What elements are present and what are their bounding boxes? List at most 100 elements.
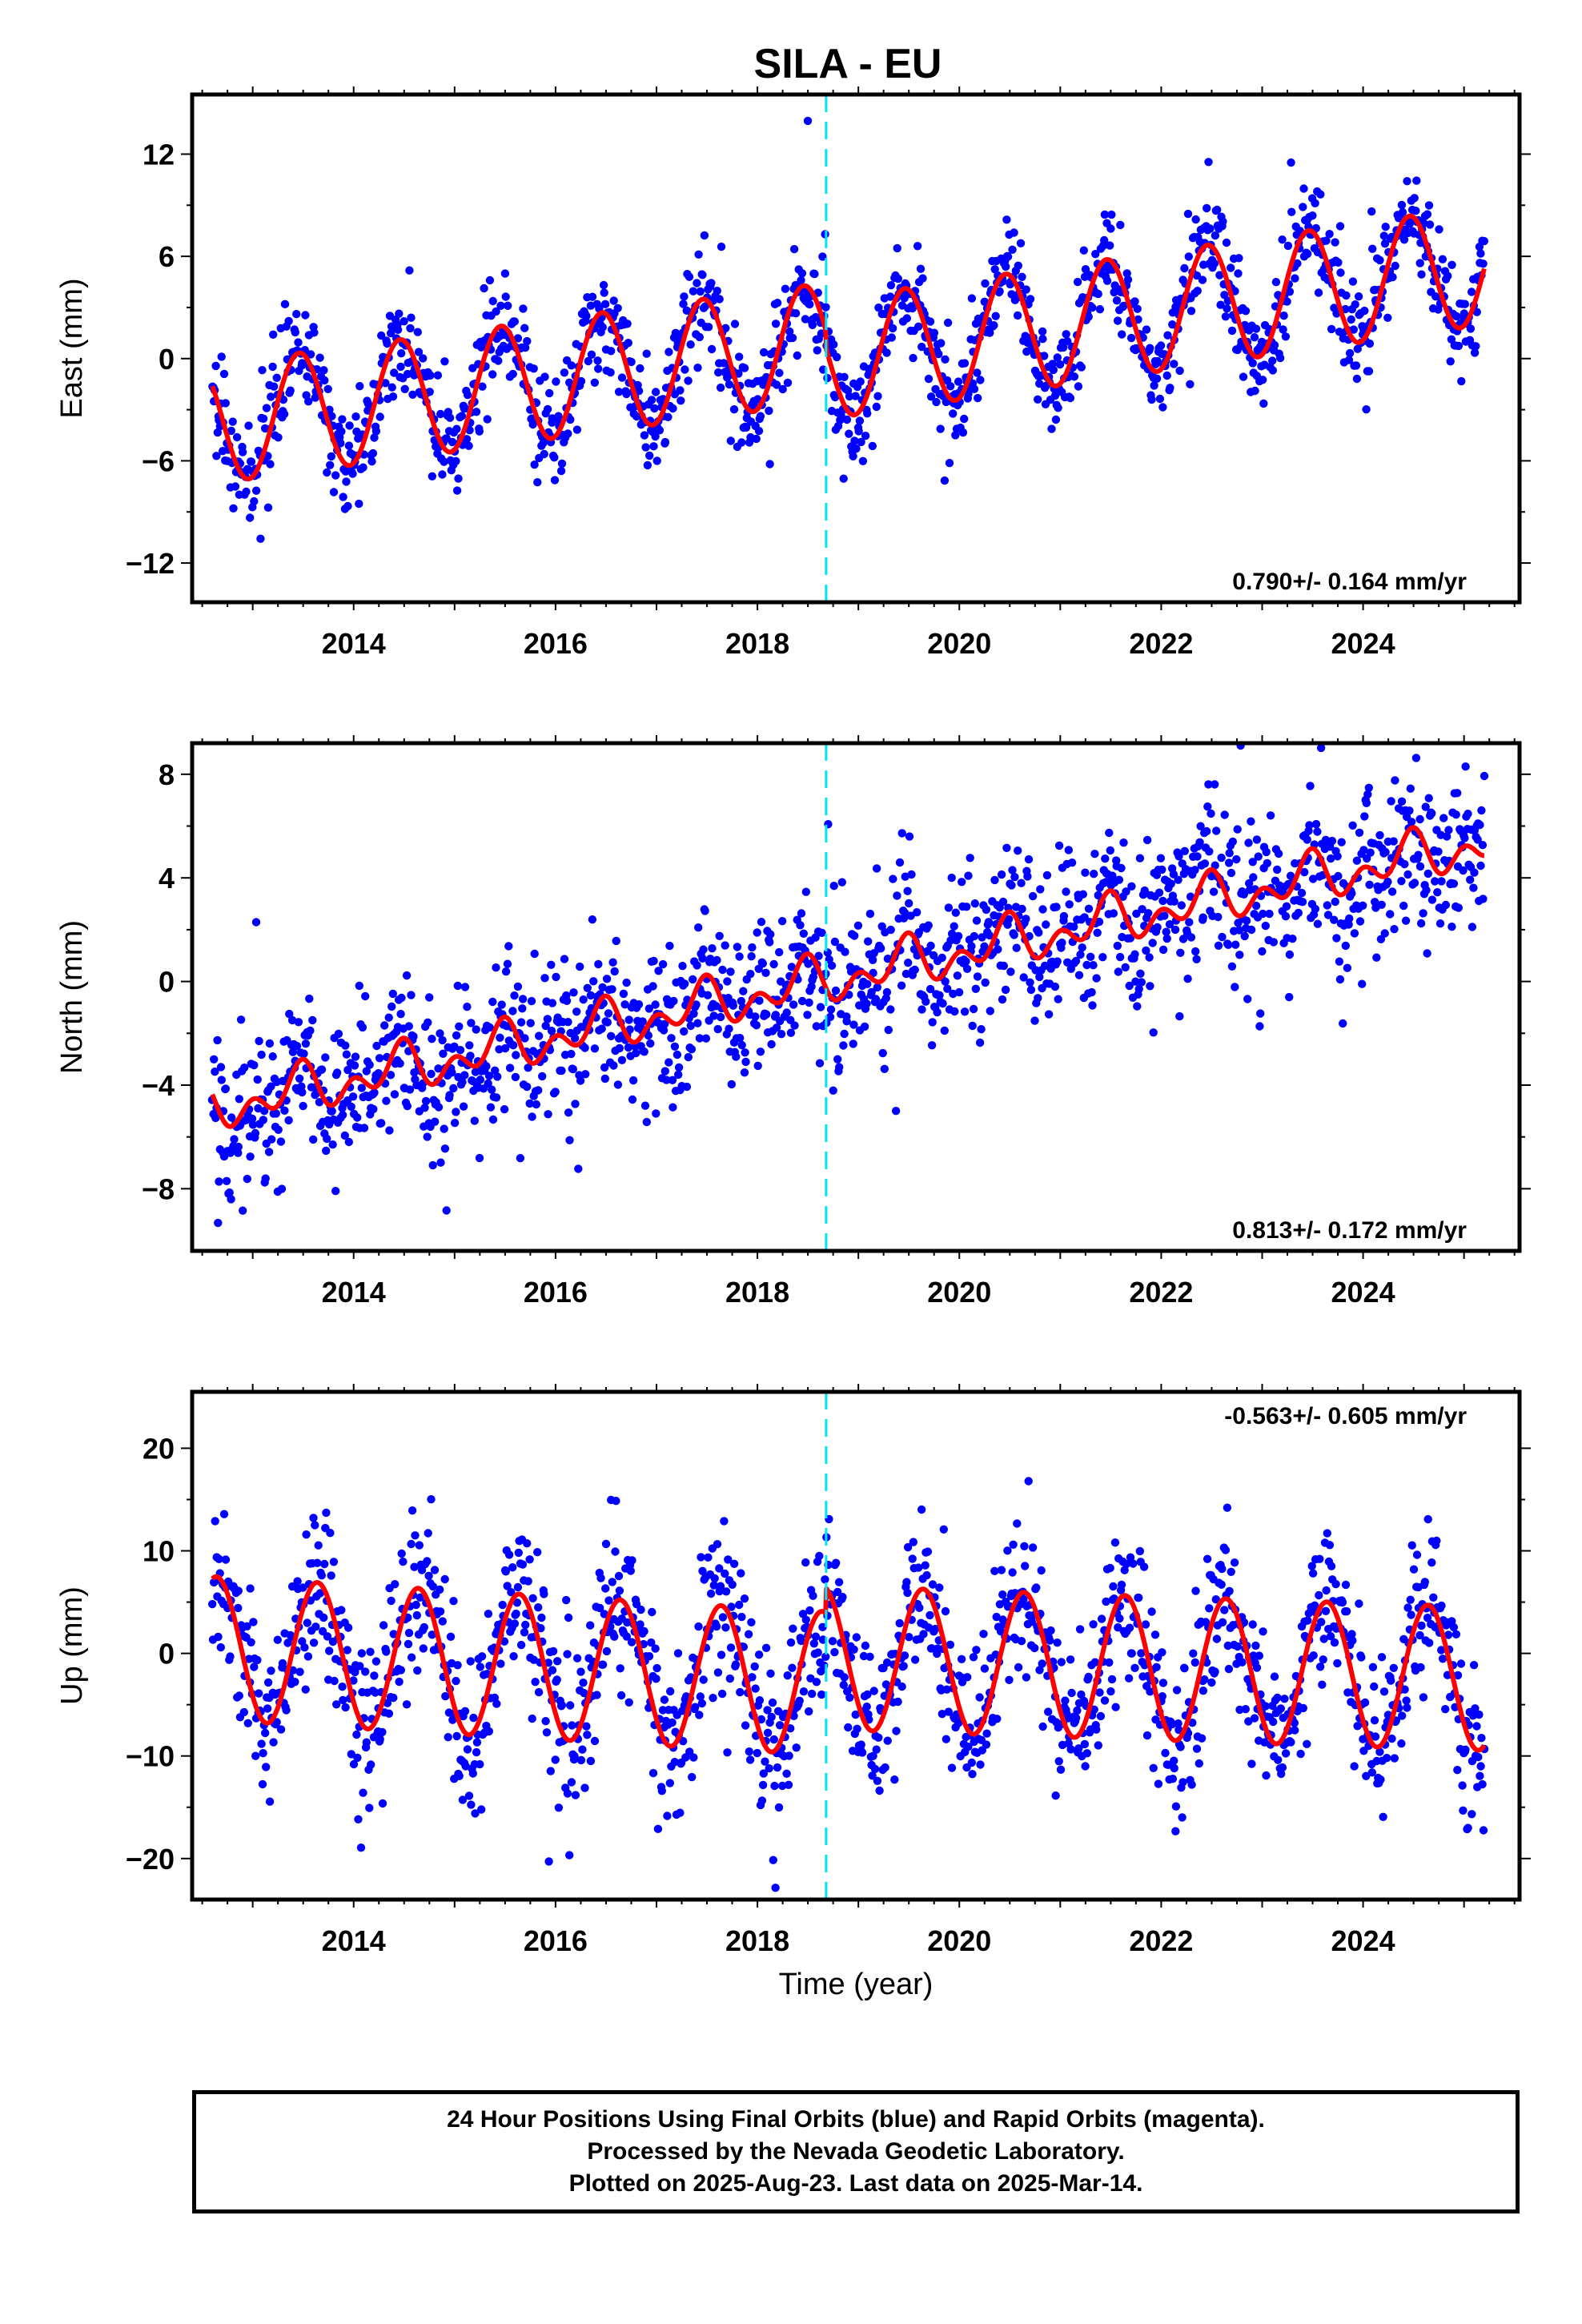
data-point bbox=[926, 392, 936, 401]
data-point bbox=[1054, 995, 1062, 1003]
data-point bbox=[551, 1755, 560, 1764]
data-point bbox=[748, 943, 757, 952]
data-point bbox=[583, 1731, 592, 1739]
data-point bbox=[617, 1055, 627, 1065]
data-point bbox=[1239, 890, 1249, 899]
data-point bbox=[375, 1054, 384, 1063]
data-point bbox=[1472, 342, 1480, 351]
data-point bbox=[998, 995, 1007, 1004]
data-point bbox=[805, 1707, 813, 1716]
data-point bbox=[1017, 1637, 1026, 1646]
data-point bbox=[377, 1119, 386, 1128]
data-point bbox=[872, 402, 881, 412]
data-point bbox=[1088, 304, 1097, 312]
data-point bbox=[1461, 762, 1470, 771]
data-point bbox=[773, 299, 782, 308]
data-point bbox=[774, 1803, 784, 1812]
data-point bbox=[1459, 1806, 1468, 1815]
data-point bbox=[1084, 312, 1093, 321]
data-point bbox=[265, 1797, 275, 1806]
data-point bbox=[529, 1655, 538, 1664]
data-point bbox=[1018, 904, 1026, 914]
data-point bbox=[626, 1566, 635, 1575]
data-point bbox=[878, 1048, 887, 1058]
data-point bbox=[532, 1100, 540, 1109]
data-point bbox=[1189, 1649, 1198, 1658]
data-point bbox=[448, 437, 457, 447]
data-point bbox=[756, 412, 765, 420]
data-point bbox=[327, 452, 335, 461]
data-point bbox=[1358, 979, 1367, 988]
data-point bbox=[624, 339, 632, 348]
data-point bbox=[901, 969, 911, 979]
data-point bbox=[1081, 868, 1090, 877]
data-point bbox=[786, 1028, 796, 1037]
data-point bbox=[611, 1547, 620, 1556]
data-point bbox=[1042, 920, 1050, 929]
data-point bbox=[893, 1697, 902, 1707]
data-point bbox=[212, 452, 221, 460]
data-point bbox=[863, 1690, 872, 1699]
data-point bbox=[947, 873, 956, 883]
data-point bbox=[427, 1495, 436, 1504]
data-point bbox=[761, 1643, 771, 1652]
data-point bbox=[1475, 1710, 1484, 1719]
data-point bbox=[1427, 809, 1436, 818]
data-point bbox=[421, 1096, 431, 1106]
data-point bbox=[1052, 903, 1061, 911]
data-point bbox=[873, 1776, 882, 1785]
data-point bbox=[1285, 992, 1294, 1002]
data-point bbox=[1186, 933, 1196, 942]
data-point bbox=[720, 1517, 729, 1526]
data-point bbox=[535, 1031, 544, 1040]
data-point bbox=[830, 937, 840, 947]
data-point bbox=[526, 1019, 535, 1027]
data-point bbox=[1124, 1674, 1134, 1683]
data-point bbox=[790, 1021, 799, 1030]
data-point bbox=[280, 1106, 289, 1116]
data-point bbox=[599, 280, 608, 290]
data-point bbox=[388, 989, 397, 999]
data-point bbox=[1017, 879, 1026, 887]
data-point bbox=[1399, 901, 1408, 911]
data-point bbox=[761, 1757, 769, 1766]
data-point bbox=[1446, 357, 1455, 366]
data-point bbox=[1141, 1620, 1150, 1629]
data-point bbox=[1012, 943, 1021, 952]
data-point bbox=[715, 295, 724, 304]
data-point bbox=[1468, 923, 1477, 931]
data-point bbox=[1453, 1766, 1462, 1775]
data-point bbox=[832, 1558, 841, 1567]
data-point bbox=[416, 1593, 424, 1602]
data-point bbox=[1375, 255, 1384, 265]
data-point bbox=[582, 1722, 591, 1731]
data-point bbox=[785, 327, 794, 336]
data-point bbox=[1195, 838, 1204, 847]
data-point bbox=[767, 1712, 776, 1722]
data-point bbox=[460, 1071, 469, 1080]
data-point bbox=[395, 309, 404, 318]
data-point bbox=[1227, 263, 1235, 272]
data-point bbox=[407, 991, 416, 999]
data-point bbox=[1397, 1739, 1406, 1748]
plot-area bbox=[208, 1392, 1489, 1900]
data-point bbox=[782, 1769, 791, 1778]
data-point bbox=[651, 432, 660, 441]
data-point bbox=[1282, 902, 1291, 911]
data-point bbox=[1213, 205, 1222, 215]
data-point bbox=[1403, 870, 1412, 879]
data-point bbox=[1108, 871, 1117, 880]
data-point bbox=[754, 426, 764, 436]
data-point bbox=[208, 1599, 217, 1609]
data-point bbox=[1135, 854, 1145, 862]
data-point bbox=[1206, 224, 1215, 233]
data-point bbox=[365, 1803, 374, 1812]
data-point bbox=[821, 303, 830, 312]
data-point bbox=[250, 497, 259, 506]
data-point bbox=[687, 1045, 697, 1054]
data-point bbox=[1009, 1540, 1018, 1550]
data-point bbox=[685, 272, 694, 281]
data-point bbox=[597, 1024, 606, 1033]
data-point bbox=[1070, 372, 1079, 381]
